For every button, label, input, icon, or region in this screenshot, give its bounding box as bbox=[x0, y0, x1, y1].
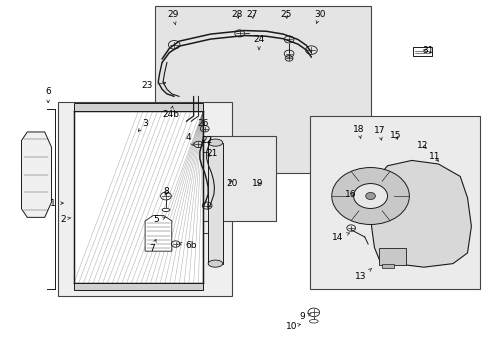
Text: 6b: 6b bbox=[179, 241, 197, 250]
Text: 22: 22 bbox=[201, 136, 212, 145]
Text: 21: 21 bbox=[206, 149, 217, 158]
Bar bbox=[412, 47, 431, 56]
Text: 29: 29 bbox=[167, 10, 178, 25]
Text: 9: 9 bbox=[299, 312, 310, 321]
Text: 19: 19 bbox=[251, 179, 263, 188]
Text: 8: 8 bbox=[163, 187, 168, 196]
Text: 30: 30 bbox=[313, 10, 325, 23]
Polygon shape bbox=[145, 216, 171, 251]
Text: 12: 12 bbox=[416, 141, 427, 150]
Ellipse shape bbox=[309, 319, 318, 323]
Text: 5: 5 bbox=[153, 215, 165, 224]
Text: 3: 3 bbox=[138, 118, 148, 131]
Text: 26: 26 bbox=[197, 118, 208, 127]
Bar bbox=[188, 135, 275, 221]
Bar bbox=[155, 6, 370, 173]
Text: 24b: 24b bbox=[162, 106, 179, 119]
Ellipse shape bbox=[208, 260, 222, 267]
Ellipse shape bbox=[162, 208, 169, 211]
Text: 15: 15 bbox=[389, 131, 401, 140]
Bar bbox=[74, 283, 203, 289]
Bar bbox=[58, 102, 232, 296]
Text: 28: 28 bbox=[231, 10, 243, 19]
Text: 1: 1 bbox=[50, 199, 63, 208]
Bar bbox=[381, 264, 393, 268]
Text: 20: 20 bbox=[226, 179, 238, 188]
Text: 14: 14 bbox=[332, 233, 349, 242]
Text: 18: 18 bbox=[352, 125, 364, 138]
Text: 24: 24 bbox=[253, 35, 264, 50]
Circle shape bbox=[353, 184, 386, 208]
Text: 25: 25 bbox=[280, 10, 291, 19]
Text: 23: 23 bbox=[141, 81, 165, 90]
Circle shape bbox=[365, 193, 375, 199]
Polygon shape bbox=[371, 161, 470, 267]
Polygon shape bbox=[21, 132, 51, 217]
Text: 17: 17 bbox=[373, 126, 384, 140]
Bar bbox=[379, 248, 405, 265]
Bar bbox=[74, 103, 203, 111]
Circle shape bbox=[331, 167, 408, 225]
Text: 16: 16 bbox=[345, 190, 356, 199]
Text: 27: 27 bbox=[245, 10, 257, 19]
Text: 4: 4 bbox=[185, 133, 193, 145]
Bar bbox=[74, 111, 203, 283]
Text: 13: 13 bbox=[354, 269, 371, 281]
Text: 2: 2 bbox=[60, 215, 71, 224]
Ellipse shape bbox=[208, 139, 222, 146]
Text: 10: 10 bbox=[285, 322, 300, 331]
Bar bbox=[208, 143, 222, 264]
Text: 31: 31 bbox=[421, 46, 433, 55]
Text: 6: 6 bbox=[45, 87, 51, 103]
Bar bbox=[309, 116, 479, 288]
Text: 11: 11 bbox=[428, 152, 439, 161]
Text: 7: 7 bbox=[149, 239, 156, 253]
